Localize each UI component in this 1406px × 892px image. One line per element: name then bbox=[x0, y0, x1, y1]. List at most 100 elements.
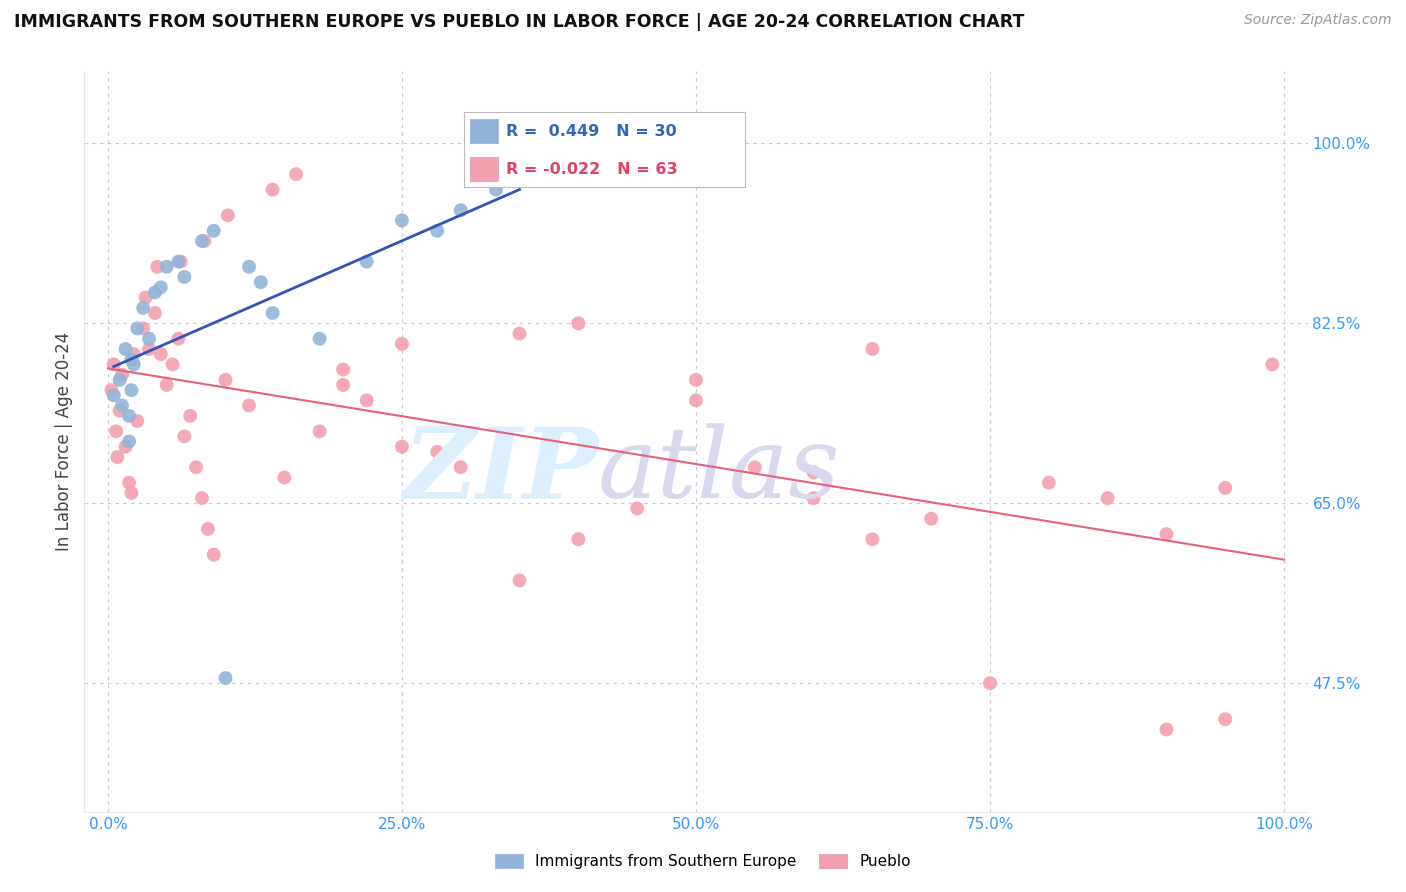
Point bbox=[184, 460, 207, 475]
Point bbox=[138, 332, 160, 346]
Point bbox=[132, 301, 155, 315]
Point bbox=[685, 393, 707, 408]
Point bbox=[127, 414, 149, 428]
Point bbox=[103, 388, 125, 402]
Point bbox=[193, 234, 215, 248]
Point bbox=[567, 533, 589, 547]
Legend: Immigrants from Southern Europe, Pueblo: Immigrants from Southern Europe, Pueblo bbox=[489, 848, 917, 875]
Point bbox=[803, 466, 825, 480]
Point bbox=[450, 203, 472, 218]
Point bbox=[1213, 712, 1236, 726]
Point bbox=[202, 224, 225, 238]
Point bbox=[156, 378, 179, 392]
Point bbox=[179, 409, 201, 423]
Point bbox=[118, 434, 141, 449]
Point bbox=[105, 424, 128, 438]
Text: IMMIGRANTS FROM SOUTHERN EUROPE VS PUEBLO IN LABOR FORCE | AGE 20-24 CORRELATION: IMMIGRANTS FROM SOUTHERN EUROPE VS PUEBL… bbox=[14, 13, 1025, 31]
Point bbox=[238, 399, 260, 413]
Point bbox=[122, 347, 145, 361]
Point bbox=[356, 254, 378, 268]
Point bbox=[391, 336, 413, 351]
Point bbox=[391, 213, 413, 227]
Point bbox=[567, 316, 589, 330]
Point bbox=[143, 285, 166, 300]
Point bbox=[1038, 475, 1060, 490]
Point bbox=[103, 358, 125, 372]
Text: R =  0.449   N = 30: R = 0.449 N = 30 bbox=[506, 124, 676, 139]
Point bbox=[273, 470, 295, 484]
Point bbox=[138, 342, 160, 356]
Point bbox=[149, 347, 172, 361]
Point bbox=[685, 373, 707, 387]
Point bbox=[156, 260, 179, 274]
Point bbox=[744, 460, 766, 475]
Point bbox=[509, 172, 531, 186]
Point bbox=[120, 352, 142, 367]
Point bbox=[120, 383, 142, 397]
Point bbox=[262, 183, 284, 197]
Point bbox=[860, 342, 883, 356]
Point bbox=[450, 460, 472, 475]
Point bbox=[332, 378, 354, 392]
Point bbox=[509, 574, 531, 588]
Point bbox=[308, 332, 330, 346]
Point bbox=[1156, 527, 1178, 541]
Point bbox=[111, 368, 134, 382]
Point bbox=[105, 450, 128, 464]
Point bbox=[135, 291, 157, 305]
Point bbox=[860, 533, 883, 547]
Bar bbox=[470, 157, 498, 181]
Y-axis label: In Labor Force | Age 20-24: In Labor Force | Age 20-24 bbox=[55, 332, 73, 551]
Point bbox=[100, 383, 122, 397]
Point bbox=[626, 501, 648, 516]
Point bbox=[120, 486, 142, 500]
Point bbox=[149, 280, 172, 294]
Bar bbox=[470, 119, 498, 144]
Point bbox=[1097, 491, 1119, 505]
Point bbox=[308, 424, 330, 438]
Point bbox=[426, 224, 449, 238]
Point bbox=[332, 362, 354, 376]
Point bbox=[214, 671, 236, 685]
Point bbox=[162, 358, 184, 372]
Point bbox=[509, 326, 531, 341]
Point bbox=[426, 445, 449, 459]
Point bbox=[114, 440, 136, 454]
Point bbox=[122, 358, 145, 372]
Point bbox=[118, 475, 141, 490]
Point bbox=[127, 321, 149, 335]
Point bbox=[108, 403, 131, 417]
Point bbox=[920, 511, 942, 525]
Point bbox=[146, 260, 169, 274]
Point bbox=[118, 409, 141, 423]
Point bbox=[391, 440, 413, 454]
Point bbox=[197, 522, 219, 536]
Point bbox=[803, 491, 825, 505]
Point bbox=[173, 270, 195, 285]
Point bbox=[485, 183, 508, 197]
Point bbox=[191, 234, 214, 248]
Point bbox=[285, 167, 308, 181]
Point bbox=[202, 548, 225, 562]
Point bbox=[132, 321, 155, 335]
Point bbox=[143, 306, 166, 320]
Point bbox=[356, 393, 378, 408]
Point bbox=[979, 676, 1001, 690]
Point bbox=[173, 429, 195, 443]
Text: R = -0.022   N = 63: R = -0.022 N = 63 bbox=[506, 161, 678, 177]
Point bbox=[1156, 723, 1178, 737]
Text: atlas: atlas bbox=[598, 424, 841, 519]
Point bbox=[214, 373, 236, 387]
Point bbox=[191, 491, 214, 505]
Point bbox=[249, 275, 271, 289]
Text: Source: ZipAtlas.com: Source: ZipAtlas.com bbox=[1244, 13, 1392, 28]
Point bbox=[238, 260, 260, 274]
Point bbox=[111, 399, 134, 413]
Point bbox=[217, 208, 239, 222]
Point bbox=[1261, 358, 1284, 372]
Point bbox=[262, 306, 284, 320]
Point bbox=[114, 342, 136, 356]
Text: ZIP: ZIP bbox=[404, 423, 598, 519]
Point bbox=[167, 332, 190, 346]
Point bbox=[167, 254, 190, 268]
